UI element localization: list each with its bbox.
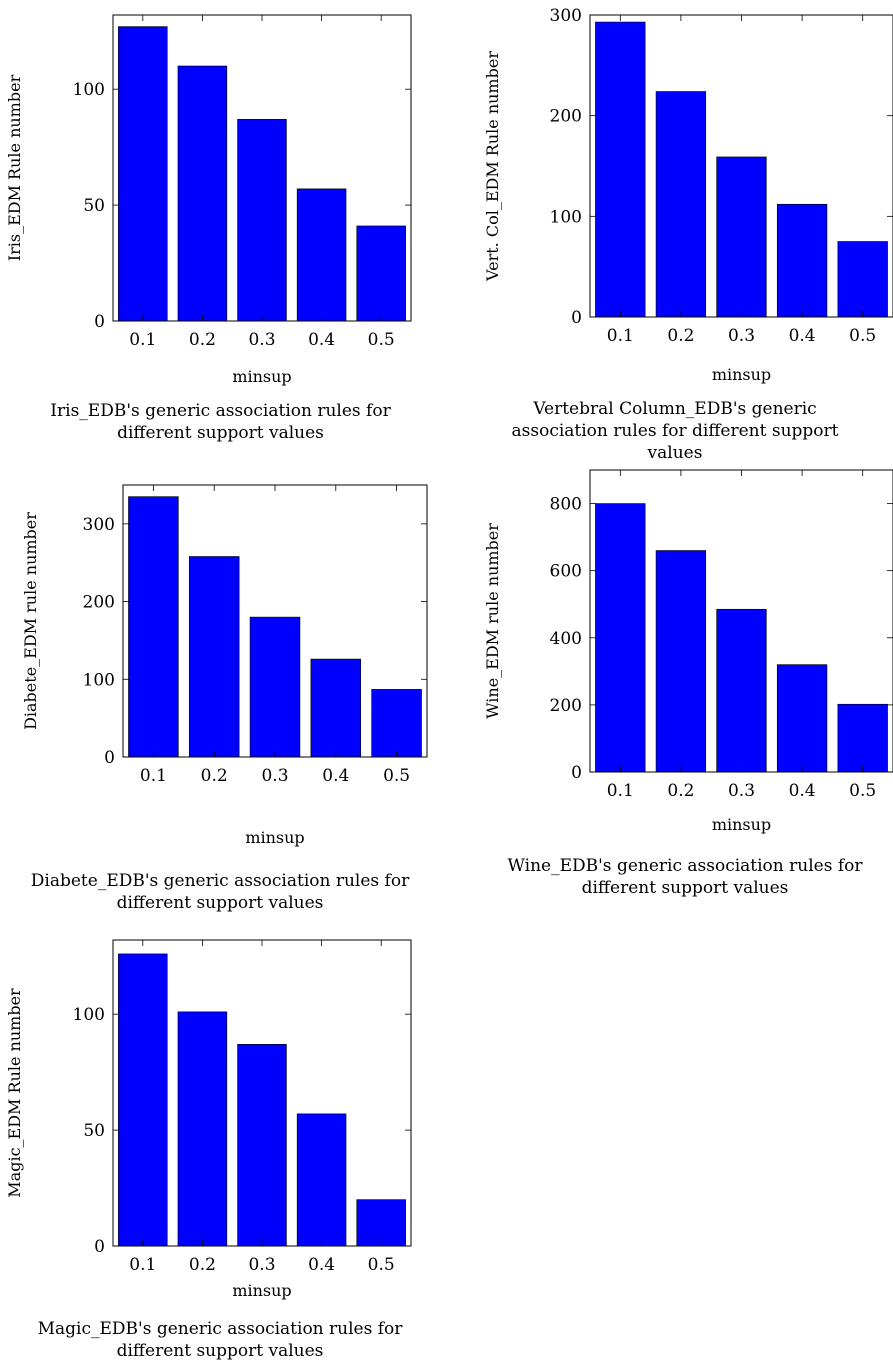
wine-bar-chart: 0.1 0.2 0.3 0.4 0.5 0 200 400 600 800 minsup Wine_E… [483,469,893,834]
bar-0.3 [249,616,301,758]
plot-frame [589,469,893,773]
x-tick-label: 0.2 [189,330,216,350]
plot-frame [122,484,428,758]
y-tick-label: 100 [73,80,105,100]
plot-frame [589,14,893,318]
bar-0.1 [595,21,646,318]
bar-0.2 [177,65,228,322]
wine-chart-caption: Wine_EDB's generic association rules for… [507,856,863,898]
bar-0.3 [716,608,767,773]
plot-frame [112,14,412,322]
bar-0.5 [837,703,888,773]
bar-0.5 [371,689,422,758]
x-tick-label: 0.3 [248,1255,275,1275]
x-axis-label: minsup [232,367,291,386]
y-tick-label: 300 [83,515,115,535]
x-tick-label: 0.3 [728,781,755,801]
bar-0.2 [655,550,707,773]
bar-0.3 [237,119,287,322]
x-tick-label: 0.1 [607,326,634,346]
x-axis-label: minsup [232,1281,291,1300]
bar-0.5 [837,241,888,318]
bar-0.4 [296,188,347,322]
x-tick-label: 0.3 [261,766,288,786]
bar-0.1 [118,953,168,1247]
bar-0.1 [118,26,168,322]
x-tick-label: 0.5 [368,330,395,350]
x-tick-label: 0.4 [322,766,349,786]
x-tick-label: 0.2 [667,326,694,346]
diabete-bar-chart: 0.1 0.2 0.3 0.4 0.5 0 100 200 300 minsup Diabete_E… [21,484,428,847]
bar-0.2 [188,556,240,758]
x-tick-label: 0.2 [667,781,694,801]
y-tick-label: 200 [550,107,582,127]
x-tick-label: 0.2 [189,1255,216,1275]
y-tick-label: 100 [83,670,115,690]
y-tick-label: 100 [73,1005,105,1025]
bar-0.5 [356,1199,406,1247]
y-tick-label: 600 [550,562,582,582]
x-tick-label: 0.5 [849,326,876,346]
magic-chart-panel: 0.1 0.2 0.3 0.4 0.5 0 50 100 minsup Magic_EDM Rul… [0,925,440,1369]
magic-chart-caption: Magic_EDB's generic association rules fo… [37,1319,403,1361]
x-axis-label: minsup [245,828,304,847]
y-axis-label: Vert. Col_EDM Rule number [483,51,502,282]
y-tick-label: 200 [550,696,582,716]
y-axis-label: Wine_EDM rule number [483,523,502,719]
iris-chart-panel: 0.1 0.2 0.3 0.4 0.5 0 50 100 minsup Iris_EDM Rule… [0,0,420,450]
x-tick-label: 0.5 [383,766,410,786]
y-tick-label: 0 [104,748,115,768]
x-tick-label: 0.5 [368,1255,395,1275]
bar-0.2 [177,1011,228,1247]
magic-bar-chart: 0.1 0.2 0.3 0.4 0.5 0 50 100 minsup Magic_EDM Rul… [5,939,412,1300]
y-axis-label: Magic_EDM Rule number [5,988,24,1198]
y-tick-label: 200 [83,593,115,613]
x-axis-label: minsup [712,365,771,384]
y-tick-label: 0 [94,1237,105,1257]
y-axis-label: Iris_EDM Rule number [5,74,24,261]
x-tick-label: 0.5 [849,781,876,801]
y-tick-label: 300 [550,6,582,26]
y-axis-label: Diabete_EDM rule number [21,512,40,730]
x-tick-label: 0.3 [728,326,755,346]
bar-0.3 [716,156,767,318]
x-tick-label: 0.3 [248,330,275,350]
x-tick-label: 0.4 [308,1255,335,1275]
y-tick-label: 50 [83,196,105,216]
y-tick-label: 50 [83,1121,105,1141]
bar-0.4 [296,1113,347,1247]
x-tick-label: 0.2 [201,766,228,786]
wine-chart-panel: 0.1 0.2 0.3 0.4 0.5 0 200 400 600 800 minsup Wine_E… [470,455,893,898]
x-tick-label: 0.1 [140,766,167,786]
bar-0.1 [595,503,646,773]
y-tick-label: 100 [550,207,582,227]
vertebral-chart-caption: Vertebral Column_EDB's generic associati… [511,399,839,463]
x-tick-label: 0.4 [789,326,816,346]
bar-0.3 [237,1044,287,1247]
x-tick-label: 0.1 [607,781,634,801]
vertebral-bar-chart: 0.1 0.2 0.3 0.4 0.5 0 100 200 300 minsup Vert. Col… [483,6,893,384]
iris-bar-chart: 0.1 0.2 0.3 0.4 0.5 0 50 100 minsup Iris_EDM Rule… [5,14,412,386]
plot-frame [112,939,412,1247]
x-axis-label: minsup [712,815,771,834]
y-tick-label: 0 [94,312,105,332]
x-tick-label: 0.4 [789,781,816,801]
bar-0.4 [776,664,828,773]
y-tick-label: 800 [550,495,582,515]
bar-0.4 [310,658,362,758]
bar-0.5 [356,225,406,322]
vertebral-chart-panel: 0.1 0.2 0.3 0.4 0.5 0 100 200 300 minsup Vert. Col… [470,0,893,470]
diabete-chart-panel: 0.1 0.2 0.3 0.4 0.5 0 100 200 300 minsup Diabete_E… [0,470,440,913]
iris-chart-caption: Iris_EDB's generic association rules for… [50,401,391,443]
bar-0.1 [128,496,179,758]
bar-0.4 [776,203,828,318]
y-tick-label: 0 [571,308,582,328]
bar-0.2 [655,91,707,318]
y-tick-label: 0 [571,763,582,783]
x-tick-label: 0.1 [129,330,156,350]
diabete-chart-caption: Diabete_EDB's generic association rules … [30,871,410,913]
y-tick-label: 400 [550,629,582,649]
x-tick-label: 0.1 [129,1255,156,1275]
x-tick-label: 0.4 [308,330,335,350]
